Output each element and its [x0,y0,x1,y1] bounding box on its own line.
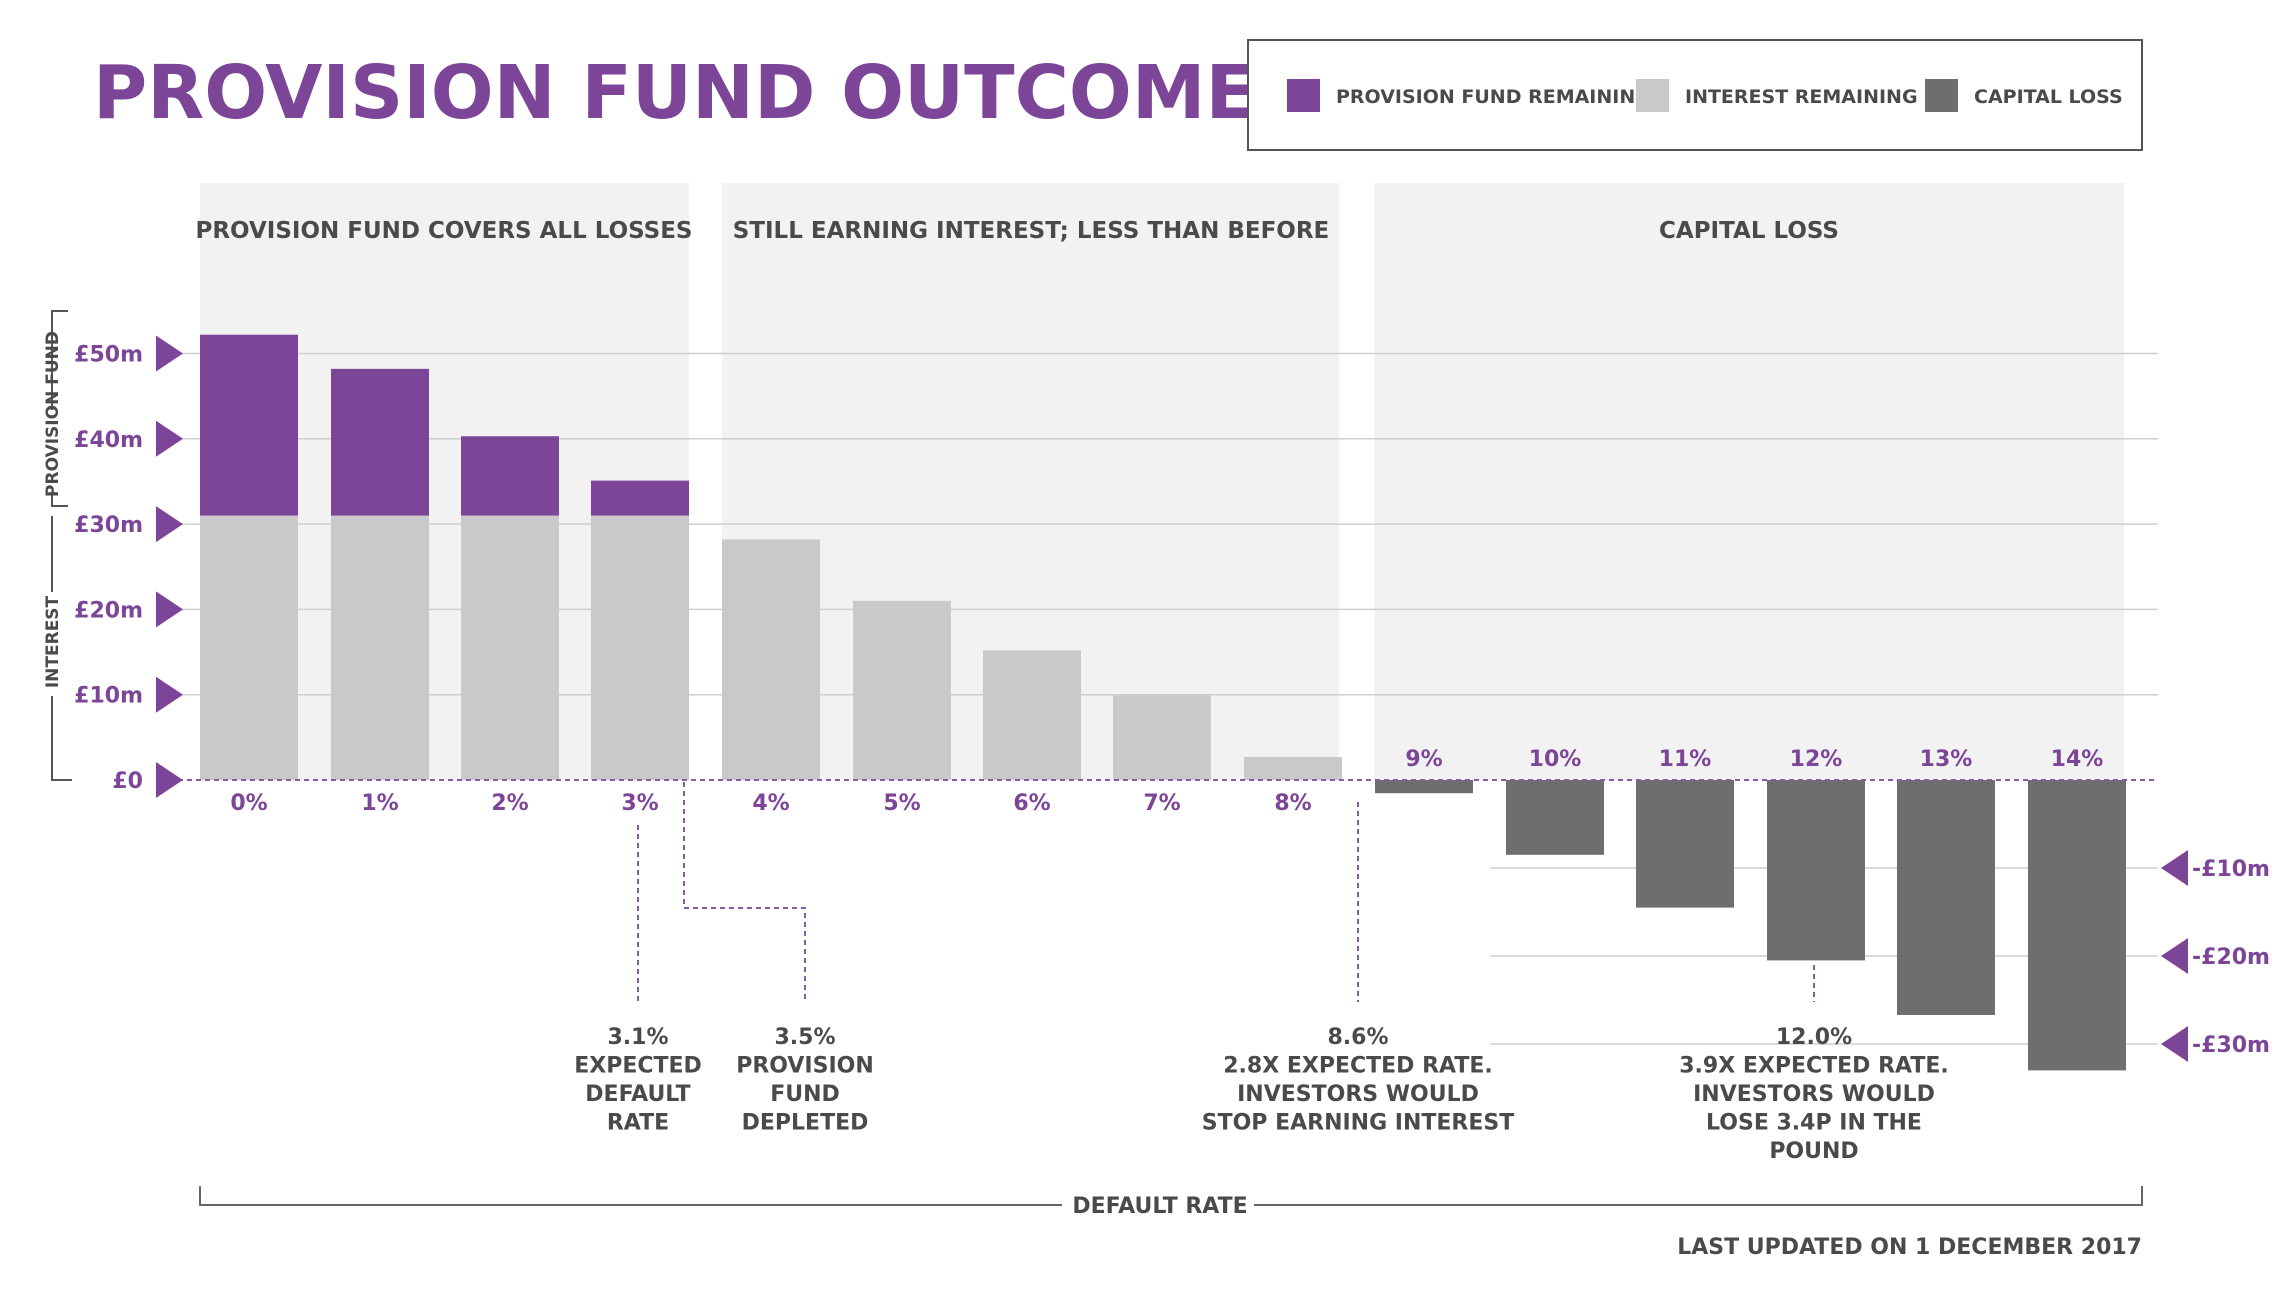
bar-capital-loss [1506,780,1604,855]
annotation-text: INVESTORS WOULD [1693,1082,1935,1107]
x-tick-label: 6% [1013,791,1050,816]
bar-interest-remaining [591,515,689,780]
axis-bracket [51,696,72,781]
y-tick-label: £50m [74,343,143,368]
annotation-text: LOSE 3.4P IN THE [1706,1111,1922,1136]
bar-capital-loss [2028,780,2126,1071]
x-tick-label: 7% [1143,791,1180,816]
x-tick-label: 1% [361,791,398,816]
x-tick-label: 2% [491,791,528,816]
legend-label: PROVISION FUND REMAINING [1336,86,1651,108]
legend-swatch [1636,79,1669,112]
axis-bracket [51,492,68,507]
y-tick-marker [156,591,183,628]
legend-label: INTEREST REMAINING [1685,86,1918,108]
annotation-text: STOP EARNING INTEREST [1202,1111,1515,1136]
annotation-text: DEPLETED [742,1111,869,1136]
annotation-text: 2.8X EXPECTED RATE. [1223,1054,1493,1079]
bar-interest-remaining [200,515,298,780]
y-tick-label: £0 [112,769,143,794]
y-tick-marker [2161,938,2188,974]
y-tick-label: £40m [74,428,143,453]
x-tick-label: 5% [883,791,920,816]
x-axis-bracket [199,1186,1062,1206]
bar-interest-remaining [1113,695,1211,780]
y-tick-marker [156,506,183,543]
annotation-text: FUND [770,1082,840,1107]
annotation-text: EXPECTED [574,1054,702,1079]
legend-swatch [1287,79,1320,112]
annotation-leader [683,782,806,1002]
legend-box [1247,39,2143,151]
x-tick-label: 0% [230,791,267,816]
axis-group-label: PROVISION FUND [43,331,63,497]
x-tick-label: 4% [752,791,789,816]
region-background [1374,183,2124,780]
y-tick-marker [156,762,183,798]
annotation-text: 3.9X EXPECTED RATE. [1679,1054,1949,1079]
annotation-text: PROVISION [736,1054,874,1079]
x-axis-bracket [1254,1186,2143,1206]
bar-provision-fund-remaining [331,368,429,516]
bar-provision-fund-remaining [591,480,689,516]
annotation-text: DEFAULT [585,1082,690,1107]
annotation-text: 8.6% [1327,1025,1388,1050]
annotation-text: 3.1% [607,1025,668,1050]
bar-capital-loss [1636,780,1734,908]
x-tick-label: 12% [1790,747,1843,772]
y-tick-marker [2161,1026,2188,1062]
bar-interest-remaining [722,539,820,780]
bar-capital-loss [1897,780,1995,1015]
x-tick-label: 9% [1405,747,1442,772]
bar-capital-loss [1767,780,1865,961]
region-label: STILL EARNING INTEREST; LESS THAN BEFORE [733,218,1330,244]
y-tick-marker [156,676,183,713]
region-label: PROVISION FUND COVERS ALL LOSSES [195,218,692,244]
bar-interest-remaining [853,600,951,780]
y-tick-label: -£10m [2192,857,2270,882]
axis-bracket [51,310,68,410]
y-tick-label: £10m [74,684,143,709]
y-tick-marker [2161,850,2188,886]
bar-provision-fund-remaining [461,436,559,516]
legend-label: CAPITAL LOSS [1974,86,2123,108]
y-tick-label: -£30m [2192,1033,2270,1058]
annotation-text: INVESTORS WOULD [1237,1082,1479,1107]
bar-interest-remaining [983,650,1081,780]
annotation-text: RATE [607,1111,669,1136]
legend-swatch [1925,79,1958,112]
y-tick-label: -£20m [2192,945,2270,970]
bar-interest-remaining [1244,756,1342,780]
y-tick-marker [156,335,183,372]
y-tick-label: £20m [74,598,143,623]
footer-note: LAST UPDATED ON 1 DECEMBER 2017 [1677,1235,2142,1260]
chart-title: PROVISION FUND OUTCOMES [93,50,1309,136]
bar-provision-fund-remaining [200,334,298,516]
y-tick-marker [156,420,183,457]
annotation-text: 3.5% [774,1025,835,1050]
x-tick-label: 13% [1920,747,1973,772]
x-axis-label: DEFAULT RATE [1072,1194,1247,1219]
bar-interest-remaining [461,515,559,780]
bar-interest-remaining [331,515,429,780]
annotation-text: 12.0% [1776,1025,1852,1050]
y-tick-label: £30m [74,513,143,538]
region-label: CAPITAL LOSS [1659,218,1839,244]
x-tick-label: 8% [1274,791,1311,816]
x-tick-label: 3% [621,791,658,816]
annotation-text: POUND [1769,1139,1858,1164]
x-tick-label: 10% [1529,747,1582,772]
x-tick-label: 14% [2051,747,2104,772]
x-tick-label: 11% [1659,747,1712,772]
axis-group-label: INTEREST [43,595,63,688]
bar-capital-loss [1375,780,1473,794]
